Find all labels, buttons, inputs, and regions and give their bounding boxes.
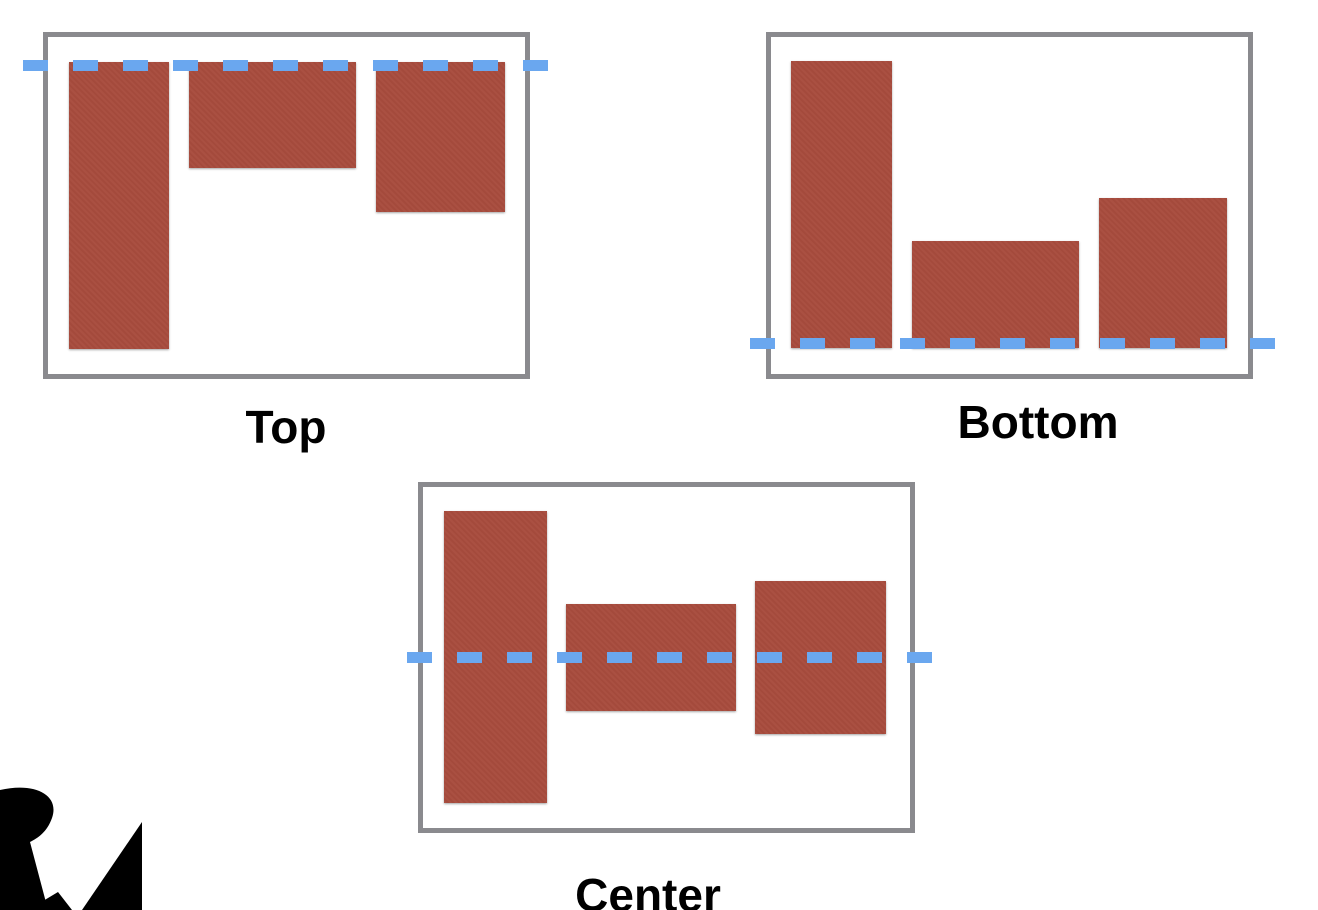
top-alignment-guide bbox=[23, 60, 551, 71]
bottom-block-tall bbox=[791, 61, 892, 348]
bottom-alignment-guide bbox=[750, 338, 1278, 349]
top-block-tall bbox=[69, 62, 169, 349]
bottom-block-wide bbox=[912, 241, 1079, 348]
center-caption: Center bbox=[575, 869, 721, 910]
center-alignment-guide bbox=[407, 652, 935, 663]
top-caption: Top bbox=[245, 401, 327, 453]
top-block-medium bbox=[376, 62, 505, 212]
bottom-caption: Bottom bbox=[957, 396, 1119, 448]
top-block-wide bbox=[189, 62, 356, 168]
rw-logo-icon bbox=[0, 787, 142, 910]
bottom-block-medium bbox=[1099, 198, 1227, 348]
